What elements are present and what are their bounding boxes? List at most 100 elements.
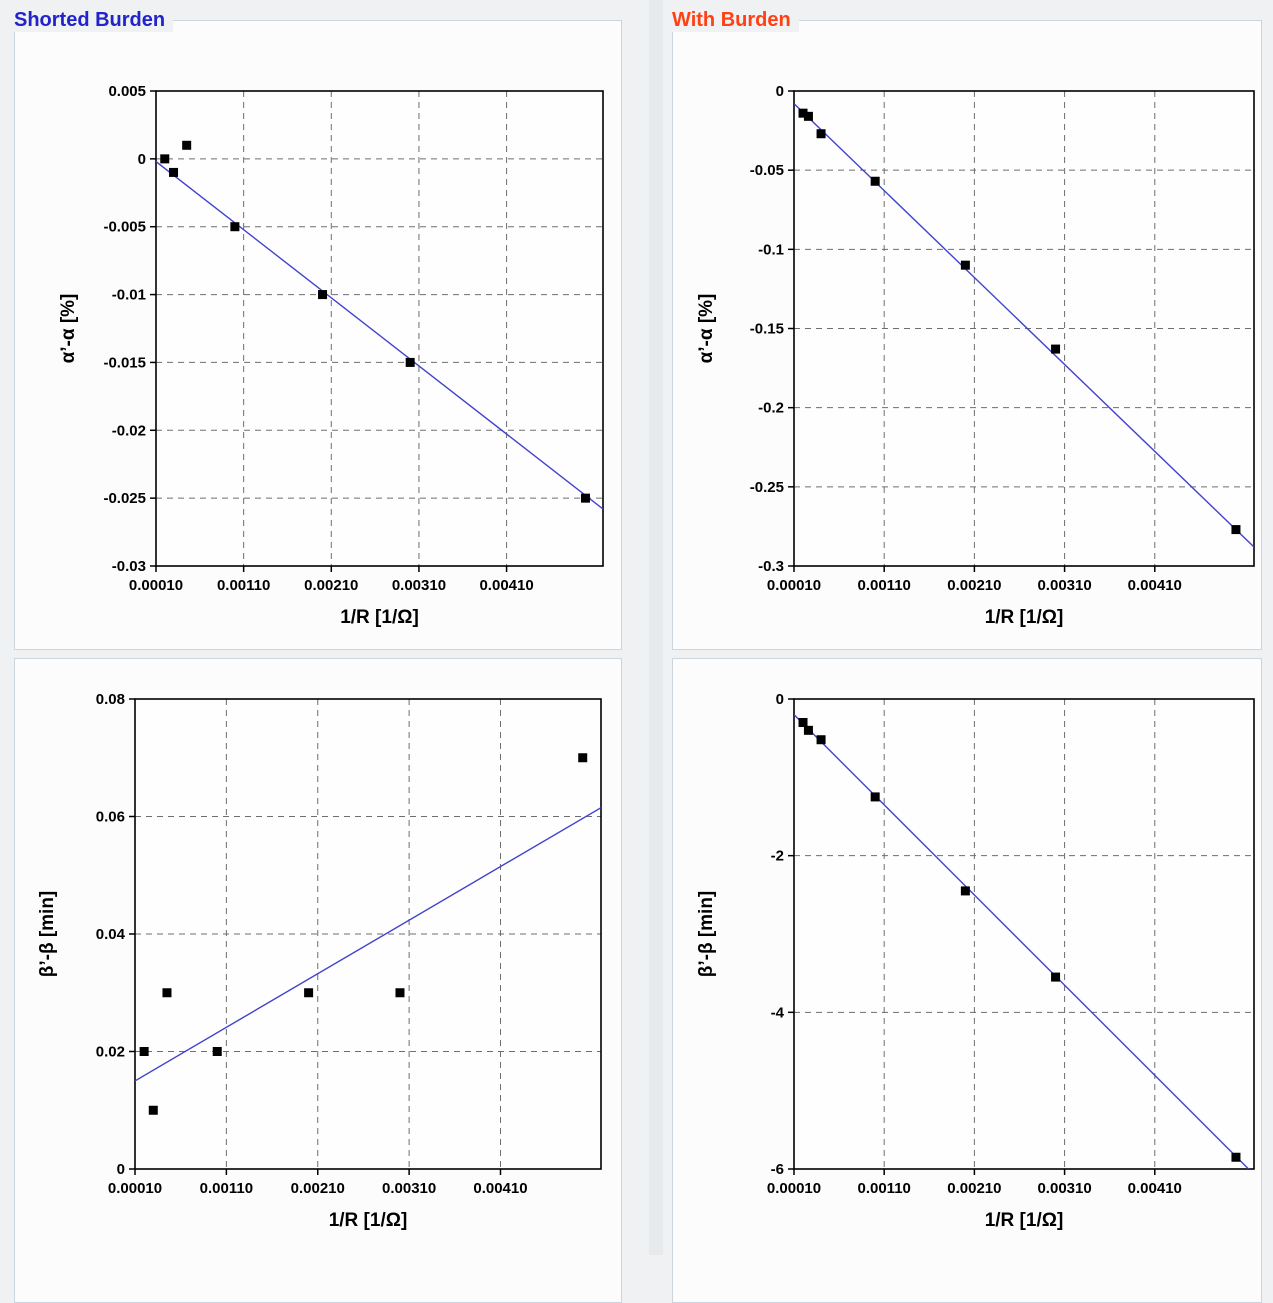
x-tick-label: 0.00310 — [392, 577, 446, 594]
x-tick-label: 0.00110 — [200, 1180, 253, 1197]
y-tick-label: -0.3 — [758, 558, 784, 575]
data-points — [798, 718, 1241, 1162]
y-tick-label: -0.1 — [758, 241, 784, 258]
data-point-marker — [1051, 972, 1061, 982]
data-point-marker — [578, 753, 588, 763]
data-point-marker — [160, 154, 170, 164]
data-points — [798, 108, 1241, 535]
x-tick-label: 0.00410 — [1128, 577, 1182, 594]
plot-area — [794, 699, 1254, 1169]
y-tick-label: -0.01 — [112, 287, 146, 304]
x-axis-title: 1/R [1/Ω] — [985, 607, 1064, 628]
y-tick-label: -0.2 — [758, 400, 784, 417]
x-tick-label: 0.00410 — [1128, 1180, 1182, 1197]
y-tick-label: 0.06 — [96, 809, 125, 826]
x-tick-label: 0.00010 — [108, 1180, 162, 1197]
x-tick-label: 0.00110 — [857, 577, 910, 594]
trend-line — [794, 714, 1250, 1169]
data-point-marker — [960, 260, 970, 270]
data-point-marker — [870, 176, 880, 186]
data-point-marker — [816, 129, 826, 139]
y-axis-title: α’-α [%] — [58, 294, 79, 364]
data-point-marker — [798, 718, 808, 727]
panel-with-burden-alpha: With Burden 0.00010 0.00110 0.00210 0.00310… — [672, 8, 1262, 650]
grid — [135, 699, 601, 1169]
y-tick-label: 0 — [776, 83, 784, 100]
data-point-marker — [405, 357, 415, 367]
data-point-marker — [798, 108, 808, 118]
y-axis: 0 -0.05 -0.1 -0.15 -0.2 -0.25 -0.3 — [750, 83, 794, 575]
panel-shorted-burden-beta: 0.00010 0.00110 0.00210 0.00310 0.00410 0.08 0… — [14, 658, 622, 1303]
y-axis-title: β’-β [min] — [696, 891, 717, 978]
x-tick-label: 0.00210 — [291, 1180, 345, 1197]
x-tick-label: 0.00010 — [767, 1180, 821, 1197]
plot-frame — [793, 698, 1255, 1170]
x-tick-label: 0.00110 — [217, 577, 270, 594]
chart-beta-burden: 0.00010 0.00110 0.00210 0.00310 0.00410 0 -2 -4… — [696, 691, 1255, 1231]
data-point-marker — [1051, 344, 1061, 354]
y-tick-label: -0.05 — [750, 162, 784, 179]
x-axis-title: 1/R [1/Ω] — [329, 1210, 408, 1231]
data-point-marker — [816, 735, 826, 745]
data-point-marker — [1231, 1152, 1241, 1162]
data-point-marker — [803, 725, 813, 735]
y-axis: 0 -2 -4 -6 — [771, 691, 794, 1178]
y-tick-label: -4 — [771, 1004, 785, 1021]
column-divider — [649, 0, 663, 1255]
x-tick-label: 0.00010 — [767, 577, 821, 594]
data-point-marker — [395, 988, 405, 998]
data-point-marker — [148, 1105, 158, 1115]
panel-with-burden-beta: 0.00010 0.00110 0.00210 0.00310 0.00410 0 -2 -4… — [672, 658, 1262, 1303]
x-tick-label: 0.00210 — [304, 577, 358, 594]
x-tick-label: 0.00410 — [479, 577, 533, 594]
data-point-marker — [212, 1047, 222, 1056]
data-point-marker — [870, 792, 880, 802]
trend-line — [156, 161, 603, 510]
data-points — [160, 140, 590, 503]
y-tick-label: 0 — [776, 691, 784, 708]
plot-area — [156, 91, 603, 566]
y-tick-label: -0.005 — [103, 219, 146, 236]
x-axis: 0.00010 0.00110 0.00210 0.00310 0.00410 — [767, 1169, 1182, 1197]
grid — [156, 91, 603, 566]
grid — [794, 91, 1254, 566]
x-axis: 0.00010 0.00110 0.00210 0.00310 0.00410 — [129, 566, 534, 594]
y-tick-label: 0.08 — [96, 691, 125, 708]
data-point-marker — [182, 140, 192, 150]
x-tick-label: 0.00210 — [947, 577, 1001, 594]
grid — [794, 699, 1254, 1169]
y-tick-label: -0.03 — [112, 558, 146, 575]
data-point-marker — [960, 886, 970, 896]
chart-alpha-burden: 0.00010 0.00110 0.00210 0.00310 0.00410 0 -0.0… — [696, 83, 1255, 628]
x-tick-label: 0.00310 — [1037, 577, 1091, 594]
shorted-burden-title: Shorted Burden — [14, 8, 174, 32]
y-tick-label: -0.015 — [103, 354, 146, 371]
plot-frame — [155, 90, 604, 567]
x-tick-label: 0.00110 — [857, 1180, 910, 1197]
x-tick-label: 0.00410 — [473, 1180, 527, 1197]
y-axis: 0.005 0 -0.005 -0.01 -0.015 -0.02 -0.025 -0.03 — [103, 83, 156, 575]
data-point-marker — [1231, 525, 1241, 535]
y-tick-label: -0.025 — [103, 490, 146, 507]
data-point-marker — [304, 988, 314, 998]
measurement-results-page: { "page": { "background": "#eff1f2" }, "… — [14, 0, 1262, 1303]
y-tick-label: 0.04 — [96, 926, 126, 943]
y-tick-label: 0 — [117, 1161, 125, 1178]
x-tick-label: 0.00310 — [1037, 1180, 1091, 1197]
y-tick-label: -2 — [771, 848, 784, 865]
data-point-marker — [230, 222, 240, 232]
y-tick-label: -0.02 — [112, 422, 146, 439]
plot-area — [794, 91, 1254, 566]
y-tick-label: 0 — [138, 151, 146, 168]
x-axis: 0.00010 0.00110 0.00210 0.00310 0.00410 — [108, 1169, 528, 1197]
y-axis-title: β’-β [min] — [37, 891, 58, 978]
x-tick-label: 0.00010 — [129, 577, 183, 594]
y-tick-label: -6 — [771, 1161, 784, 1178]
data-point-marker — [580, 493, 590, 503]
y-tick-label: -0.15 — [750, 321, 784, 338]
x-axis-title: 1/R [1/Ω] — [985, 1210, 1064, 1231]
x-tick-label: 0.00310 — [382, 1180, 436, 1197]
data-point-marker — [318, 290, 328, 300]
y-tick-label: -0.25 — [750, 479, 784, 496]
data-point-marker — [139, 1047, 149, 1056]
